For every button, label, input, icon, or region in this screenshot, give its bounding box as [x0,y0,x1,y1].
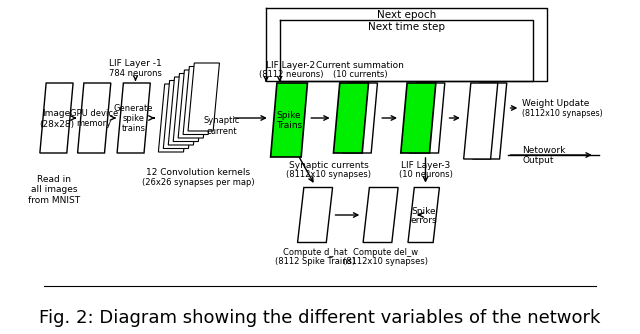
Polygon shape [333,83,369,153]
Text: Synaptic currents: Synaptic currents [289,161,369,169]
Polygon shape [472,83,507,159]
Text: (28x28): (28x28) [39,120,74,129]
Text: errors: errors [410,215,437,224]
Text: (8112x10 synapses): (8112x10 synapses) [287,169,371,178]
Text: Generate: Generate [114,104,154,113]
Text: Compute del_w: Compute del_w [353,248,419,257]
Polygon shape [463,83,498,159]
Polygon shape [271,83,307,157]
Polygon shape [178,70,209,138]
Text: 12 Convolution kernels: 12 Convolution kernels [146,167,250,176]
Text: Next epoch: Next epoch [377,10,436,20]
Polygon shape [40,83,73,153]
Text: 784 neurons: 784 neurons [109,68,162,77]
Text: Fig. 2: Diagram showing the different variables of the network: Fig. 2: Diagram showing the different va… [39,309,601,327]
Text: (8112x10 synapses): (8112x10 synapses) [344,257,429,266]
Polygon shape [183,66,214,135]
Text: (8112x10 synapses): (8112x10 synapses) [522,109,603,118]
Text: memory: memory [77,119,112,128]
Text: Synaptic
current: Synaptic current [204,116,241,136]
Text: Compute d_hat: Compute d_hat [283,248,348,257]
Polygon shape [77,83,111,153]
Text: Spike: Spike [412,206,436,215]
Polygon shape [298,187,333,242]
Polygon shape [408,187,440,242]
Polygon shape [158,84,190,152]
Text: LIF Layer -1: LIF Layer -1 [109,58,162,67]
Polygon shape [117,83,150,153]
Text: Next time step: Next time step [368,22,445,32]
Polygon shape [363,187,398,242]
Text: Output: Output [522,156,554,165]
Polygon shape [188,63,220,131]
Text: Image: Image [42,109,70,118]
Polygon shape [342,83,378,153]
Text: (10 neurons): (10 neurons) [399,169,452,178]
Polygon shape [173,73,205,142]
Polygon shape [168,77,200,145]
Polygon shape [401,83,436,153]
Polygon shape [163,80,195,149]
Text: Read in
all images
from MNIST: Read in all images from MNIST [28,175,80,205]
Text: LIF Layer-3: LIF Layer-3 [401,161,450,169]
Text: Netowork: Netowork [522,146,565,155]
Text: GPU device: GPU device [70,109,118,118]
Text: Weight Update: Weight Update [522,99,589,108]
Text: (8112 neurons): (8112 neurons) [259,69,323,78]
Text: spike: spike [123,114,145,123]
Text: (8112 Spike Trains): (8112 Spike Trains) [275,257,355,266]
Text: trains: trains [122,124,146,133]
Text: Current summation: Current summation [316,60,404,69]
Text: Spike: Spike [276,111,301,120]
Polygon shape [410,83,445,153]
Text: (10 currents): (10 currents) [333,69,387,78]
Text: LIF Layer-2: LIF Layer-2 [266,60,316,69]
Text: (26x26 synapses per map): (26x26 synapses per map) [141,177,254,186]
Text: Trains: Trains [276,121,302,130]
